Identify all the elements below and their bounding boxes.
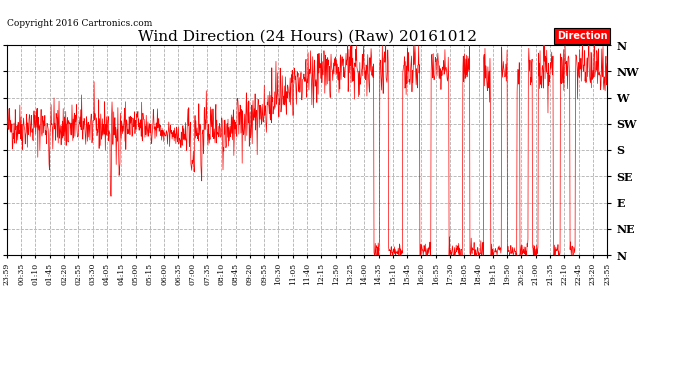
Text: Copyright 2016 Cartronics.com: Copyright 2016 Cartronics.com [7,19,152,28]
Title: Wind Direction (24 Hours) (Raw) 20161012: Wind Direction (24 Hours) (Raw) 20161012 [137,30,477,44]
Text: Direction: Direction [557,31,607,41]
